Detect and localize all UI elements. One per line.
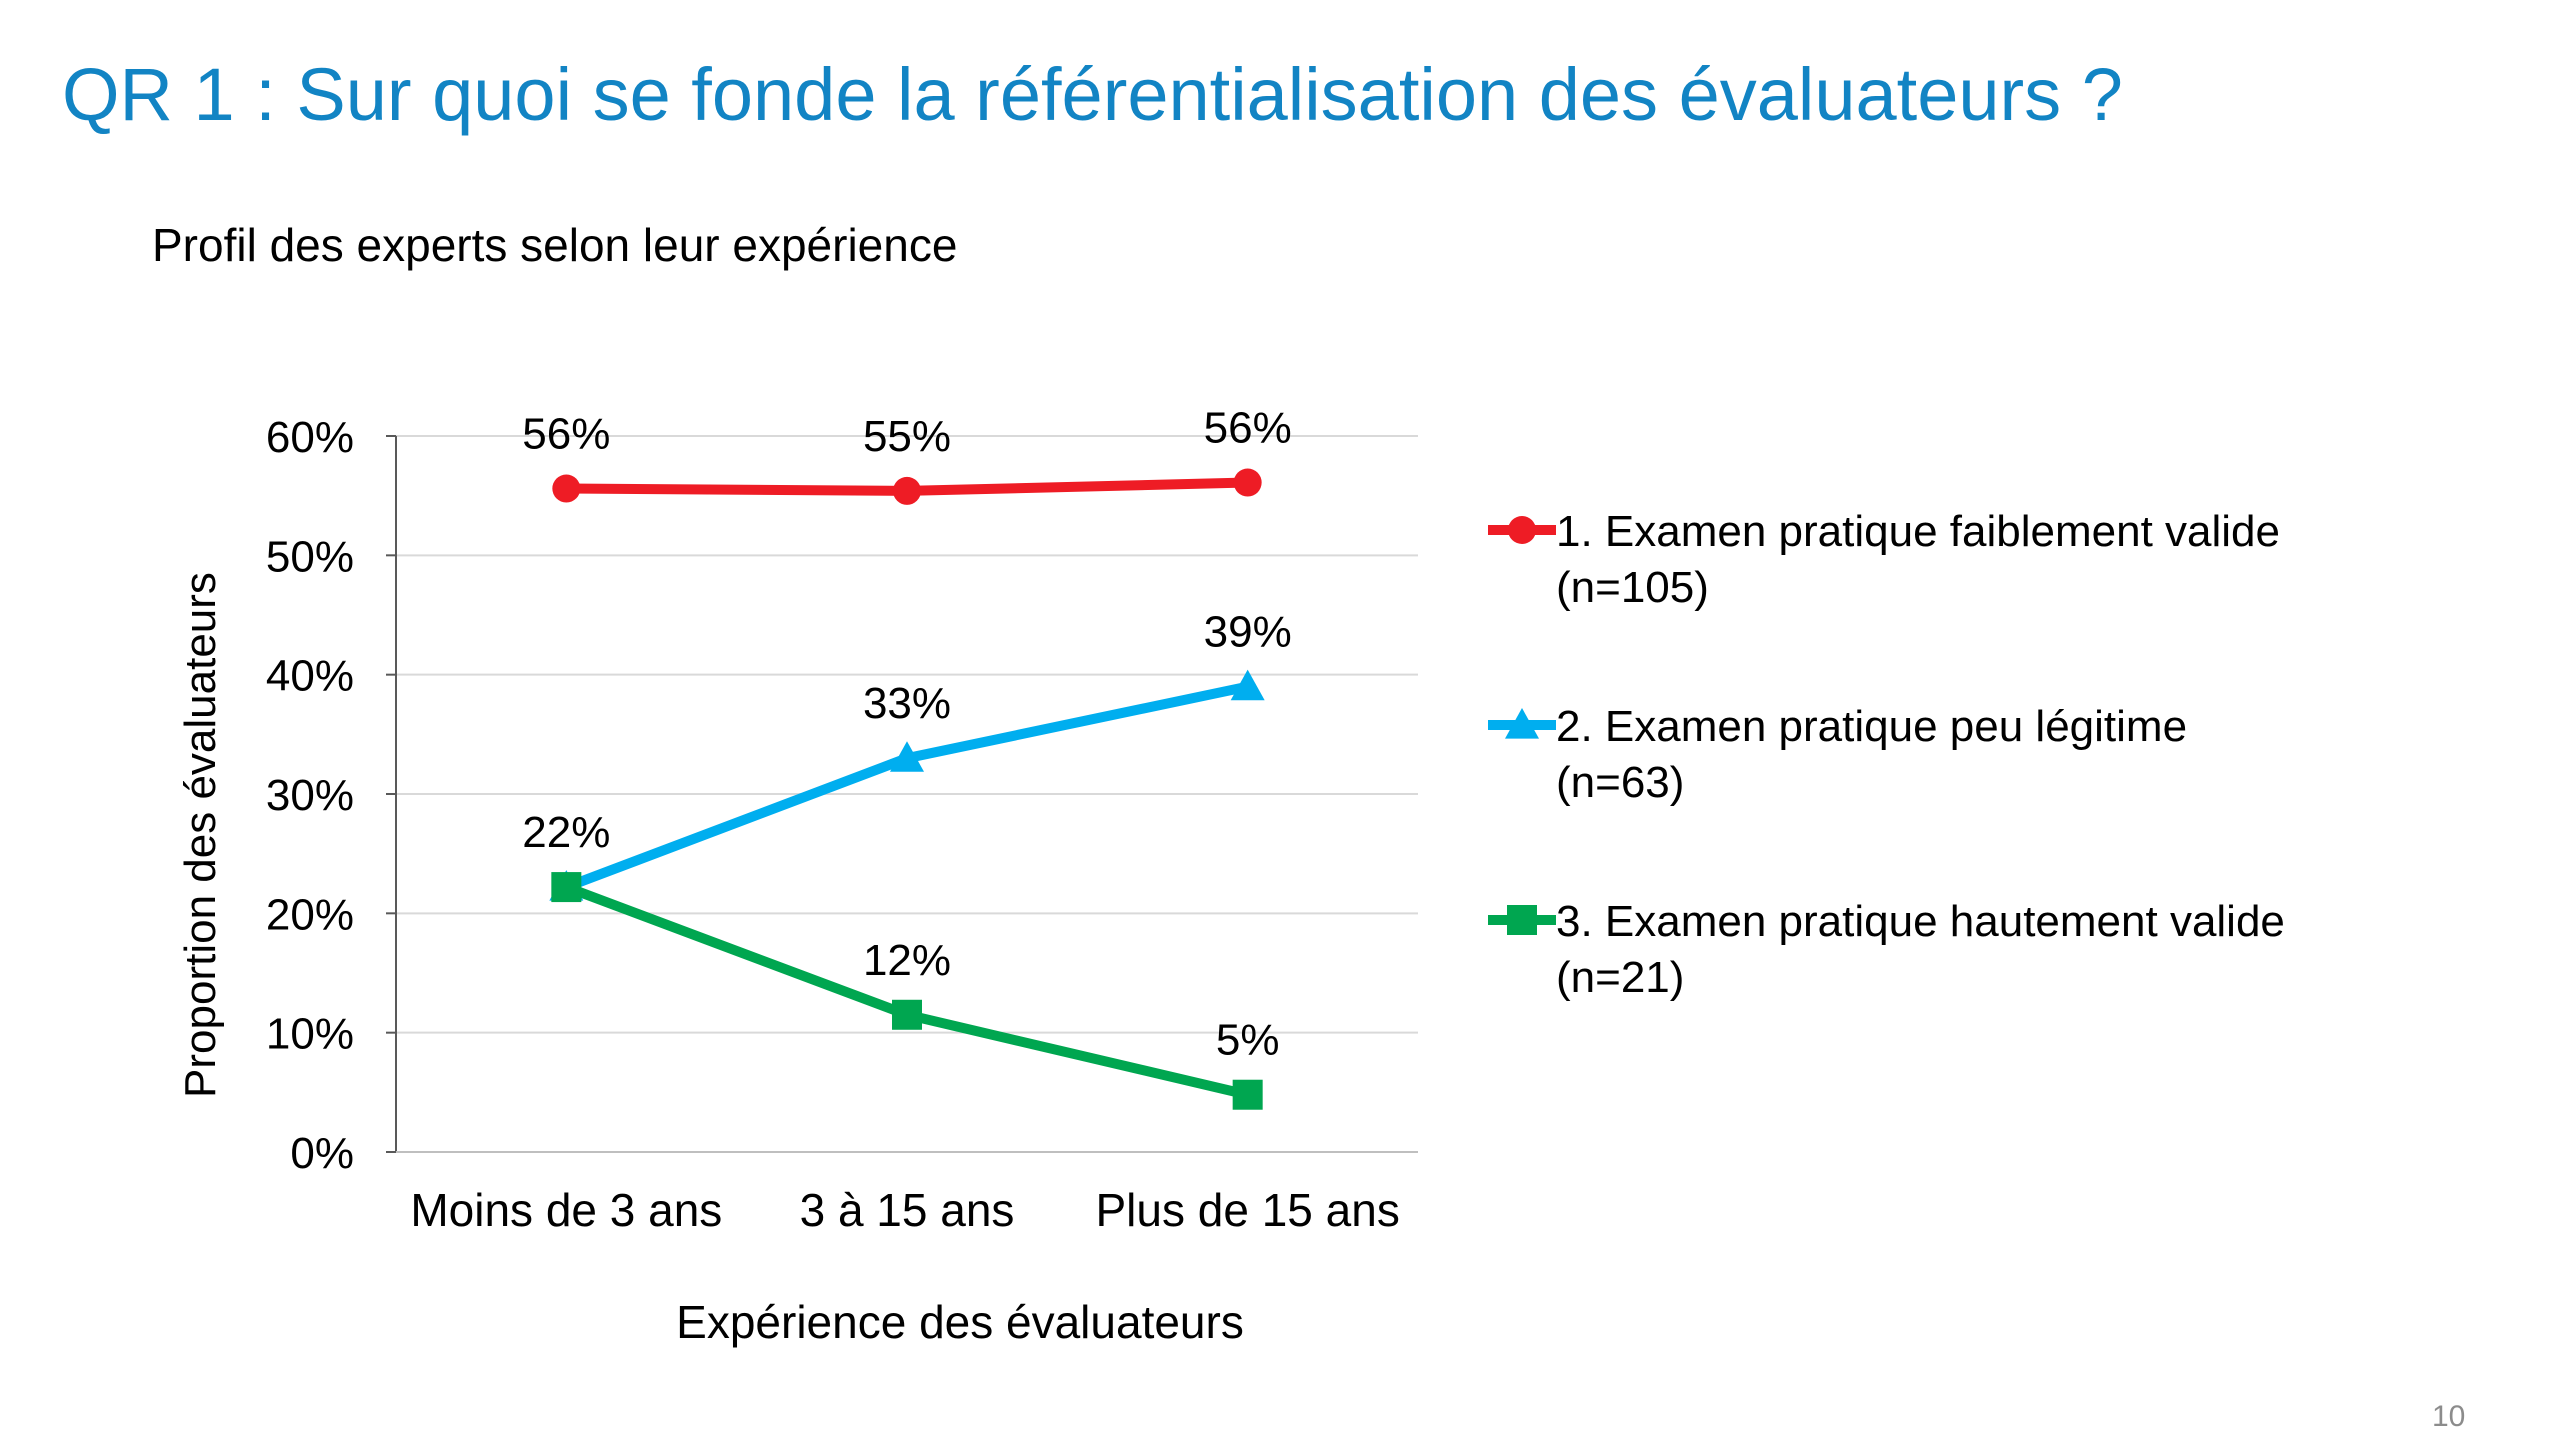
legend-marker [1507, 905, 1537, 935]
chart-legend: 1. Examen pratique faiblement valide (n=1… [1488, 507, 2285, 1002]
data-label: 22% [522, 808, 610, 857]
y-tick-label: 20% [266, 890, 354, 939]
y-axis-ticks: 0% 10% 20% 30% 40% 50% 60% [266, 413, 354, 1178]
data-point [551, 872, 582, 903]
data-point [893, 476, 921, 505]
data-point [1230, 669, 1265, 701]
data-label: 39% [1204, 608, 1292, 657]
y-tick-label: 40% [266, 652, 354, 701]
data-point [1232, 1079, 1263, 1110]
legend-item-3: 3. Examen pratique hautement valide (n=21… [1488, 897, 2285, 1002]
legend-item-1: 1. Examen pratique faiblement valide (n=1… [1488, 507, 2280, 612]
data-label: 33% [863, 679, 951, 728]
slide-title: QR 1 : Sur quoi se fonde la référentiali… [62, 53, 2123, 136]
legend-marker [1508, 516, 1536, 544]
legend-item-2: 2. Examen pratique peu légitime (n=63) [1488, 702, 2187, 807]
series-3: 12% 5% [551, 872, 1279, 1110]
data-label: 5% [1216, 1016, 1280, 1065]
x-tick-label: 3 à 15 ans [800, 1184, 1015, 1236]
chart-axes [386, 435, 1418, 1153]
series-1: 56% 55% 56% [522, 404, 1292, 505]
data-label: 56% [1204, 404, 1292, 453]
chart-title: Profil des experts selon leur expérience [152, 219, 958, 271]
y-tick-label: 10% [266, 1010, 354, 1059]
y-tick-label: 50% [266, 532, 354, 581]
x-axis-label: Expérience des évaluateurs [676, 1296, 1244, 1348]
chart-series: 56% 55% 56% 22% 33% 39% 12% 5% [522, 404, 1292, 1110]
data-point [552, 474, 581, 503]
x-tick-label: Plus de 15 ans [1096, 1184, 1400, 1236]
legend-sublabel: (n=21) [1556, 953, 1684, 1002]
x-axis-ticks: Moins de 3 ans 3 à 15 ans Plus de 15 ans [410, 1184, 1399, 1236]
data-label: 56% [522, 410, 610, 459]
legend-marker [1505, 708, 1539, 739]
y-tick-label: 0% [290, 1129, 354, 1178]
series-2: 22% 33% 39% [522, 608, 1292, 901]
legend-sublabel: (n=105) [1556, 563, 1709, 612]
data-label: 12% [863, 936, 951, 985]
data-point [1233, 468, 1262, 497]
legend-label: 1. Examen pratique faiblement valide [1556, 507, 2280, 556]
page-number: 10 [2432, 1400, 2466, 1433]
legend-label: 3. Examen pratique hautement valide [1556, 897, 2285, 946]
y-tick-label: 60% [266, 413, 354, 462]
data-point [892, 999, 922, 1030]
legend-sublabel: (n=63) [1556, 758, 1684, 807]
series-line [564, 882, 1249, 1100]
legend-label: 2. Examen pratique peu légitime [1556, 702, 2187, 751]
y-axis-label: Proportion des évaluateurs [176, 572, 225, 1098]
y-tick-label: 30% [266, 771, 354, 820]
data-point [890, 741, 924, 772]
data-label: 55% [863, 412, 951, 461]
x-tick-label: Moins de 3 ans [410, 1184, 722, 1236]
